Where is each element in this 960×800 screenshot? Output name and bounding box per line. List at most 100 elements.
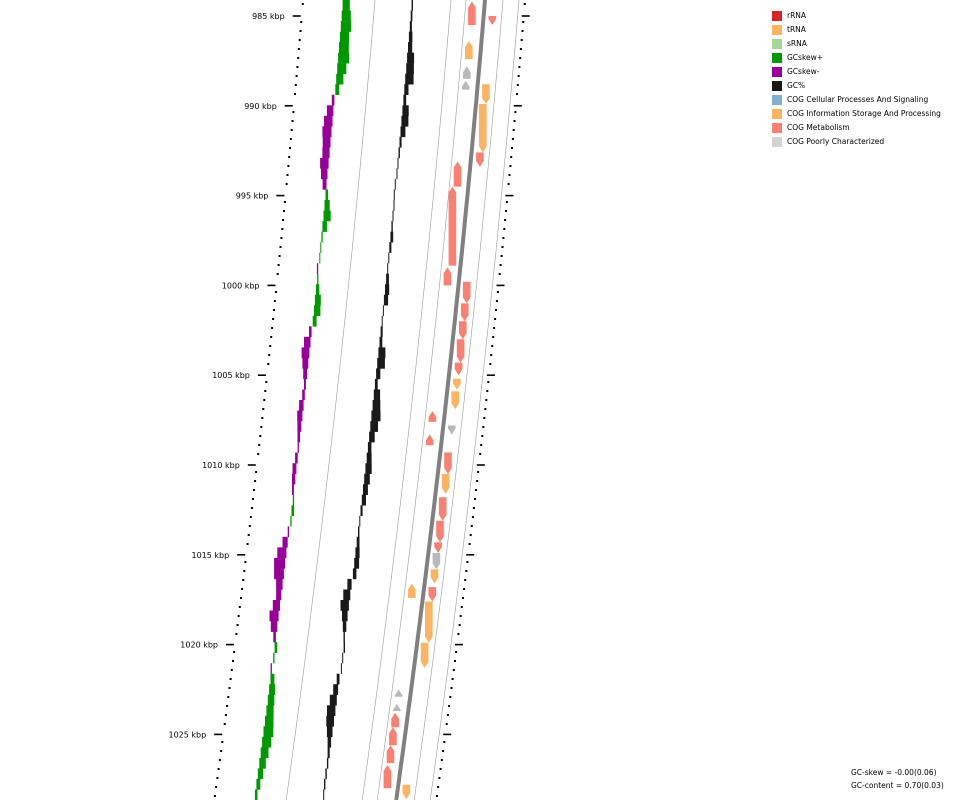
guide-line-1 [285, 0, 376, 800]
gc-skew-bar [270, 663, 272, 674]
gc-skew-bar [336, 73, 344, 85]
gene-arrow [408, 583, 416, 598]
minor-tick [454, 660, 456, 662]
minor-tick [282, 219, 285, 221]
minor-tick [440, 759, 443, 761]
legend-label: GCskew- [787, 67, 820, 76]
minor-tick [230, 669, 233, 671]
gc-content-bar [327, 747, 330, 759]
minor-tick [474, 498, 476, 500]
gc-skew-bar [326, 105, 334, 117]
gc-content-bar [356, 536, 360, 548]
minor-tick [495, 309, 497, 311]
legend-label: sRNA [787, 39, 807, 48]
gc-skew-bar [267, 694, 275, 706]
gc-skew-bar [257, 768, 263, 780]
gc-content-bar [340, 600, 349, 611]
minor-tick [289, 138, 292, 140]
minor-tick [476, 480, 479, 482]
minor-tick [300, 21, 303, 23]
gene-arrow [443, 267, 452, 286]
gc-skew-bar [321, 168, 328, 180]
minor-tick [484, 408, 487, 410]
minor-tick [518, 66, 521, 68]
gc-content-bar [329, 694, 337, 706]
minor-tick [263, 399, 266, 401]
gc-skew-bar [297, 410, 303, 422]
gene-arrow [386, 745, 395, 764]
minor-tick [466, 561, 469, 563]
minor-tick [443, 741, 446, 743]
gc-skew-bar [274, 557, 286, 569]
gc-skew-bar [266, 705, 274, 717]
gc-content-bar [408, 42, 413, 53]
legend-label: COG Poorly Characterized [787, 137, 885, 146]
gc-skew-bar [301, 347, 310, 359]
legend-swatch [772, 67, 782, 77]
minor-tick [244, 561, 247, 563]
minor-tick [298, 39, 301, 41]
gene-arrow [434, 542, 442, 553]
minor-tick [254, 480, 257, 482]
gc-skew-bar [319, 252, 321, 264]
gene-arrow [436, 520, 444, 543]
gc-content-bar [391, 221, 393, 232]
minor-tick [507, 183, 510, 185]
gene-arrow [393, 703, 401, 712]
gc-skew-bar [277, 547, 287, 559]
minor-tick [471, 516, 474, 518]
gene-arrow [391, 712, 399, 728]
gene-arrow [476, 152, 484, 167]
legend-label: COG Metabolism [787, 123, 850, 132]
gc-content-bar [373, 389, 381, 401]
gc-skew-bar [290, 515, 292, 527]
minor-tick [458, 624, 461, 626]
minor-tick [265, 381, 268, 383]
gene-arrow [394, 689, 403, 697]
gc-skew-bar [321, 231, 323, 243]
minor-tick [495, 300, 498, 302]
gc-skew-bar [303, 368, 308, 380]
gene-arrow [459, 321, 467, 340]
gc-content-bar [355, 547, 360, 559]
gc-content-bar [398, 147, 400, 159]
minor-tick [460, 606, 463, 608]
gc-content-bar [402, 105, 409, 117]
legend-item: GCskew+ [772, 51, 941, 65]
minor-tick [296, 66, 299, 68]
stats-panel: GC-skew = -0.00(0.06) GC-content = 0.70(… [851, 766, 944, 792]
minor-tick [288, 156, 291, 158]
minor-tick [520, 39, 523, 41]
legend-swatch [772, 25, 782, 35]
gene-arrow [462, 281, 471, 304]
gc-content-bar [392, 210, 394, 222]
minor-tick [450, 687, 453, 689]
gc-skew-bar [273, 652, 275, 664]
minor-tick [511, 138, 514, 140]
gc-content-bar [360, 505, 363, 517]
gc-content-bar [401, 115, 409, 127]
gc-content-bar [406, 63, 414, 74]
minor-tick [294, 84, 297, 86]
gc-content-bar [342, 652, 344, 664]
minor-tick [280, 237, 283, 239]
minor-tick [242, 579, 245, 581]
minor-tick [252, 498, 254, 500]
legend-label: GCskew+ [787, 53, 824, 62]
gene-arrow [444, 452, 452, 474]
gene-arrow [482, 84, 490, 104]
gc-content-bar [385, 284, 390, 295]
legend-swatch [772, 11, 782, 21]
minor-tick [299, 30, 302, 32]
minor-tick [253, 489, 255, 491]
minor-tick [243, 570, 246, 572]
gc-content-bar [326, 757, 329, 769]
gene-arrow [453, 161, 462, 187]
minor-tick [517, 75, 520, 77]
minor-tick [264, 390, 267, 392]
gc-skew-bar [312, 315, 317, 327]
legend-item: GC% [772, 79, 941, 93]
gc-content-bar [327, 736, 332, 748]
legend-swatch [772, 137, 782, 147]
kbp-label: 995 kbp [236, 192, 269, 201]
